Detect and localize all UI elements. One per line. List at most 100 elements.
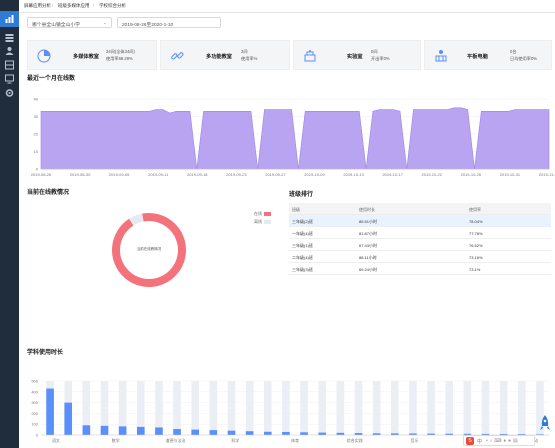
- bar-background: [336, 381, 345, 435]
- rank-title: 班级排行: [289, 192, 314, 198]
- y-tick-label: 100: [31, 422, 38, 427]
- rank-cell-duration: 85.51小时: [359, 219, 378, 224]
- y-tick-label: 500: [31, 379, 38, 384]
- rank-cell-duration: 88.11小时: [359, 255, 377, 260]
- stat-line1: 0台: [510, 49, 517, 54]
- x-tick-label: 语文: [52, 437, 60, 443]
- pie-slice: [112, 213, 186, 287]
- breadcrumb-item[interactable]: 学校综合分析: [99, 3, 126, 8]
- bar: [245, 431, 254, 435]
- stat-card-lab: 实验室 0间 开出率0%: [293, 40, 421, 70]
- list-icon[interactable]: [4, 33, 15, 43]
- x-tick-label: 2019-10-22: [422, 172, 443, 177]
- bar-background: [245, 381, 254, 435]
- ime-mode-label: 中: [477, 439, 483, 445]
- bar-background: [409, 381, 417, 435]
- stat-name: 实验室: [347, 54, 363, 60]
- y-tick-label: 20: [34, 132, 39, 137]
- x-tick-label: 2019-09-27: [265, 172, 286, 177]
- table-row[interactable]: 一年级(4)班 81.87小时 77.78%: [289, 227, 551, 239]
- rank-header-duration[interactable]: 使用时长: [359, 207, 375, 212]
- breadcrumb-separator: /: [52, 3, 54, 8]
- rank-header-rate[interactable]: 使用率: [469, 207, 481, 212]
- bar: [227, 430, 236, 435]
- breadcrumb-item[interactable]: 屏幕应用分析: [24, 3, 51, 8]
- bar-background: [300, 381, 308, 435]
- bar-background: [100, 381, 109, 435]
- x-tick-label: 2019-10-26: [461, 172, 482, 177]
- rank-cell-rate: 76.52%: [469, 243, 483, 248]
- bar: [136, 426, 145, 435]
- rank-cell-class: 一年级(4)班: [292, 231, 313, 236]
- bar: [300, 432, 308, 435]
- bar-background: [390, 381, 399, 435]
- y-tick-label: 10: [34, 149, 39, 154]
- bar: [173, 429, 181, 435]
- sidebar: [0, 0, 19, 448]
- ime-logo-icon: S: [466, 437, 474, 445]
- chart-icon[interactable]: [4, 14, 15, 24]
- table-row[interactable]: 二年级(4)班 88.11小时 73.16%: [289, 251, 551, 263]
- y-tick-label: 200: [31, 411, 38, 416]
- current-online-donut: [112, 213, 186, 287]
- bar-background: [209, 381, 218, 435]
- bar-background: [427, 381, 435, 435]
- bar: [46, 388, 54, 435]
- stat-line1: 34间(全体34间): [106, 49, 135, 54]
- bar-background: [118, 381, 127, 435]
- y-tick-label: 30: [34, 114, 39, 119]
- rank-cell-duration: 67.43小时: [359, 243, 378, 248]
- bar-background: [173, 381, 181, 435]
- subject-title: 学科使用时长: [27, 350, 64, 356]
- online-trend-title: 最近一个月在线数: [27, 76, 76, 82]
- monitor-icon[interactable]: [4, 74, 15, 84]
- x-tick-label: 2019-09-18: [187, 172, 208, 177]
- bar-background: [481, 381, 490, 435]
- series-area: [40, 107, 550, 170]
- date-range-picker[interactable]: 2019-08-26至2020-1-10: [117, 17, 221, 28]
- rank-cell-rate: 78.04%: [469, 219, 483, 224]
- stat-line2: 开出率0%: [371, 56, 390, 61]
- bar: [263, 431, 272, 435]
- table-icon[interactable]: [4, 60, 15, 70]
- x-tick-label: 音乐: [411, 437, 419, 443]
- stat-name: 多功能教室: [206, 54, 232, 60]
- link-icon: [171, 52, 184, 60]
- bar: [354, 433, 363, 435]
- user-icon[interactable]: [4, 46, 15, 56]
- people-icon: [435, 50, 447, 62]
- bar-background: [263, 381, 272, 435]
- breadcrumb: 屏幕应用分析 / 班级多媒体应用 / 学校综合分析: [19, 0, 555, 13]
- x-tick-label: 2019-10-17: [382, 172, 403, 177]
- rank-cell-duration: 69.24小时: [359, 267, 378, 272]
- rocket-icon[interactable]: [540, 415, 550, 431]
- table-row[interactable]: 三年级(1)班 67.43小时 76.52%: [289, 239, 551, 251]
- breadcrumb-item[interactable]: 班级多媒体应用: [58, 3, 90, 8]
- rank-header-class[interactable]: 班级: [292, 207, 300, 212]
- x-tick-label: 综合实践: [347, 437, 363, 443]
- bar: [536, 434, 544, 435]
- x-tick-label: 2019-10-13: [343, 172, 364, 177]
- bar-background: [136, 381, 145, 435]
- table-row[interactable]: 三年级(3)班 69.24小时 73.1%: [289, 263, 551, 275]
- table-row[interactable]: 三年级(2)班 85.51小时 78.04%: [289, 215, 551, 227]
- bar: [155, 427, 163, 435]
- legend-item-online: 在线: [254, 211, 271, 217]
- stat-name: 多媒体教室: [73, 54, 99, 60]
- x-tick-label: 道德与法治: [165, 437, 185, 443]
- ime-toolbar[interactable]: S 中 •♪⌨♦●▤: [463, 435, 535, 446]
- y-tick-label: 300: [31, 400, 38, 405]
- school-select[interactable]: 哪个县全山镇全山小学 ⌄: [27, 17, 112, 28]
- stat-line2: 使用率%: [241, 56, 258, 61]
- rank-cell-class: 二年级(4)班: [292, 255, 313, 260]
- pie-slice: [129, 213, 144, 226]
- gear-icon[interactable]: [4, 88, 15, 98]
- bar: [191, 429, 200, 435]
- bar-background: [318, 381, 327, 435]
- current-online-title: 当前在线教情况: [27, 190, 70, 196]
- stat-line1: 2间: [241, 49, 248, 54]
- bar: [427, 433, 435, 435]
- pie-chart-icon: [37, 49, 51, 63]
- x-tick-label: 2019-09-05: [109, 172, 130, 177]
- rank-table: 班级 使用时长 使用率 三年级(2)班 85.51小时 78.04% 一年级(4…: [289, 203, 551, 275]
